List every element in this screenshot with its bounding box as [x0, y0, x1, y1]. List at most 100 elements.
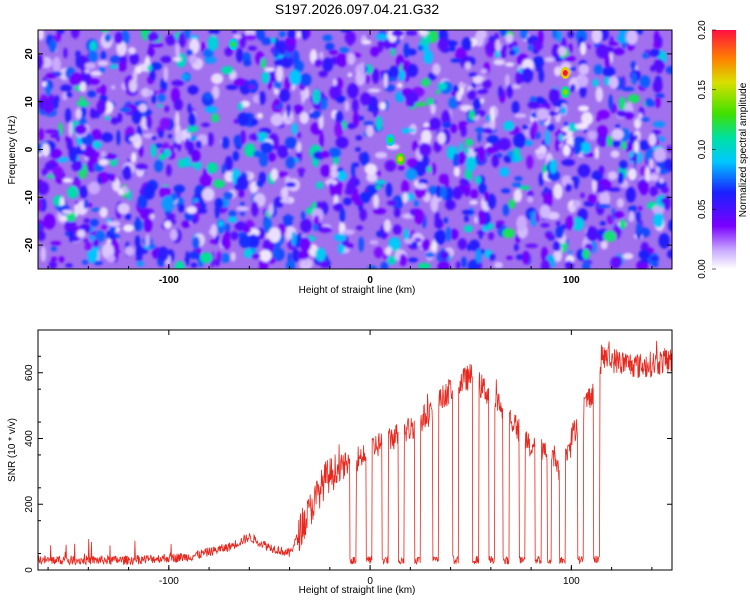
heatmap-cell: [351, 162, 356, 178]
heatmap-cell: [55, 128, 61, 143]
heatmap-cell: [596, 125, 608, 137]
heatmap-cell: [185, 137, 190, 150]
heatmap-cell: [278, 40, 286, 56]
heatmap-cell: [659, 177, 664, 184]
heatmap-cell: [604, 76, 611, 86]
heatmap-cell: [108, 233, 116, 241]
heatmap-cell: [286, 103, 291, 118]
heatmap-cell: [298, 172, 304, 177]
heatmap-cell: [346, 123, 357, 130]
heatmap-cell: [300, 218, 312, 233]
heatmap-cell: [539, 204, 551, 219]
heatmap-cell: [60, 84, 72, 92]
heatmap-cell: [609, 76, 619, 89]
heatmap-cell: [649, 158, 654, 170]
heatmap-cell: [499, 167, 510, 177]
heatmap-cell: [186, 49, 193, 57]
heatmap-cell: [87, 90, 97, 98]
heatmap-cell: [642, 52, 649, 59]
heatmap-cell: [440, 185, 447, 200]
heatmap-cell: [147, 64, 153, 72]
heatmap-cell: [127, 189, 132, 202]
heatmap-cell: [619, 219, 627, 230]
heatmap-cell: [522, 250, 530, 265]
heatmap-cell: [347, 72, 353, 78]
heatmap-cell: [138, 103, 148, 113]
heatmap-cell: [540, 259, 551, 269]
snr-y-tick-label: 600: [24, 364, 35, 381]
heatmap-cell: [264, 67, 276, 72]
heatmap-cell: [211, 85, 220, 100]
heatmap-cell: [230, 251, 236, 262]
heatmap-cell: [83, 238, 88, 243]
heatmap-cell: [636, 210, 641, 224]
heatmap-cell: [567, 205, 577, 212]
heatmap-cell: [314, 59, 322, 67]
heatmap-cell: [478, 229, 483, 240]
heatmap-cell: [219, 253, 231, 263]
heatmap-cell: [117, 203, 130, 215]
heatmap-cell: [485, 41, 498, 54]
heatmap-cell: [633, 134, 638, 141]
heatmap-cell: [377, 39, 384, 53]
heatmap-cell: [174, 261, 185, 269]
heatmap-cell: [455, 261, 461, 269]
heatmap-cell: [162, 142, 170, 150]
heatmap-cell: [449, 45, 456, 52]
heatmap-cell: [600, 240, 608, 250]
heatmap-cell: [297, 167, 306, 174]
heatmap-cell: [359, 208, 367, 221]
heatmap-cell: [311, 201, 317, 209]
heatmap-cell: [111, 85, 116, 90]
heatmap-cell: [498, 137, 511, 151]
heatmap-cell: [237, 112, 250, 127]
heatmap-cell: [41, 168, 49, 176]
heatmap-cell: [361, 40, 372, 45]
heatmap-cell: [337, 170, 347, 182]
heatmap-cell: [135, 216, 141, 231]
heatmap-cell: [464, 146, 470, 156]
heatmap-cell: [110, 117, 119, 125]
heatmap-cell: [88, 181, 100, 195]
heatmap-cell: [526, 155, 534, 170]
heatmap-cell: [561, 159, 575, 166]
heatmap-cell: [338, 221, 344, 235]
heatmap-cell: [345, 242, 354, 249]
heatmap-cell: [325, 42, 335, 51]
heatmap-cell: [45, 82, 51, 97]
heatmap-cell: [638, 249, 651, 260]
heatmap-cell: [88, 50, 98, 63]
heatmap-cell: [50, 245, 58, 252]
heatmap-cell: [587, 193, 597, 204]
heatmap-cell: [482, 127, 494, 134]
heatmap-cell: [251, 253, 261, 259]
heatmap-cell: [194, 201, 201, 218]
heatmap-cell: [485, 145, 496, 154]
heatmap-cell: [387, 255, 397, 265]
heatmap-x-tick-label: 0: [367, 275, 373, 286]
heatmap-cell: [653, 147, 667, 163]
heatmap-cell: [640, 117, 650, 122]
heatmap-cell: [334, 233, 347, 242]
heatmap-cell: [592, 78, 599, 88]
heatmap-cell: [356, 198, 362, 206]
heatmap-cell: [421, 78, 431, 87]
heatmap-cell: [149, 69, 156, 82]
heatmap-cell: [237, 102, 244, 111]
heatmap-cell: [125, 213, 132, 221]
heatmap-cell: [146, 109, 152, 116]
heatmap-cell: [556, 30, 562, 43]
heatmap-cell: [384, 246, 392, 256]
heatmap-cell: [260, 57, 266, 69]
heatmap-cell: [319, 226, 332, 233]
heatmap-cell: [227, 216, 237, 223]
heatmap-y-tick-label: -20: [24, 237, 35, 252]
snr-y-tick-label: 400: [24, 430, 35, 447]
heatmap-cell: [599, 221, 607, 226]
heatmap-cell: [280, 198, 293, 204]
heatmap-cell: [553, 240, 561, 252]
heatmap-cell: [302, 30, 308, 41]
heatmap-cell: [545, 130, 550, 146]
heatmap-cell: [392, 195, 403, 210]
heatmap-cell: [188, 54, 198, 64]
